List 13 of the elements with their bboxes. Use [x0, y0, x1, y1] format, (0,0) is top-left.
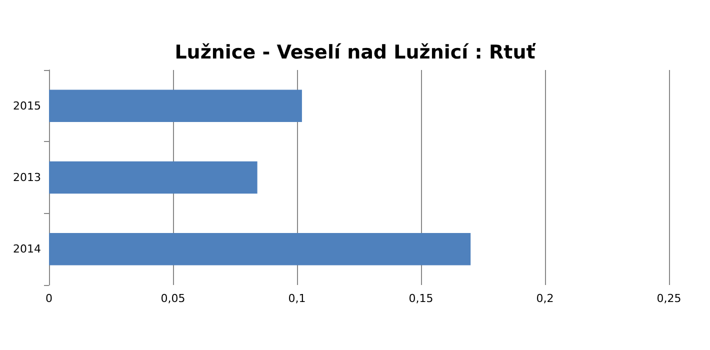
y-tick-label: 2013	[13, 171, 41, 184]
x-tick-label: 0,2	[536, 292, 554, 305]
bar	[49, 233, 471, 266]
y-tick-label: 2014	[13, 242, 41, 256]
x-tick-label: 0,05	[160, 292, 186, 305]
x-tick-label: 0,25	[656, 292, 682, 305]
chart-title: Lužnice - Veselí nad Lužnicí : Rtuť	[174, 42, 536, 64]
bar	[49, 161, 258, 194]
x-tick-label: 0,15	[408, 292, 434, 305]
bar	[49, 90, 302, 122]
y-tick-label: 2015	[13, 99, 41, 112]
x-tick-label: 0,1	[288, 292, 306, 305]
x-tick-label: 0	[46, 292, 52, 305]
